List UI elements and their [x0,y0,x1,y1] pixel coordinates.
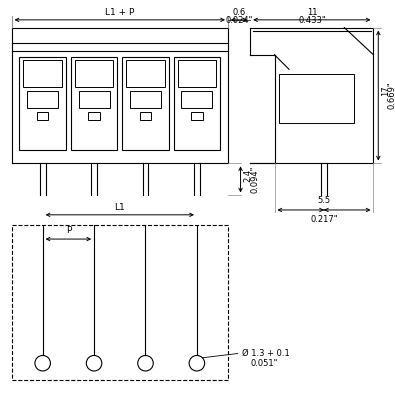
Text: 0.433": 0.433" [298,16,325,25]
Text: 2.4: 2.4 [243,169,252,182]
Text: 0.6: 0.6 [233,8,246,17]
Bar [79,91,109,108]
Text: 0.024": 0.024" [226,16,253,25]
Bar [19,57,66,150]
Bar [23,60,62,87]
Bar [27,91,58,108]
Bar [279,74,354,123]
Text: 0.669": 0.669" [388,82,395,109]
Text: 17: 17 [381,85,390,96]
Bar [191,112,203,120]
Bar [75,60,113,87]
Bar [140,112,151,120]
Text: 5.5: 5.5 [318,196,331,205]
Text: 11: 11 [307,8,317,17]
Bar [181,91,213,108]
Bar [71,57,117,150]
Text: L1 + P: L1 + P [105,8,134,17]
Bar [130,91,161,108]
Text: 0.051": 0.051" [250,359,278,368]
Bar [88,112,100,120]
Bar [122,57,169,150]
Bar [126,60,165,87]
Text: 0.094": 0.094" [250,166,259,193]
Text: Ø 1.3 + 0.1: Ø 1.3 + 0.1 [243,349,290,358]
Bar [174,57,220,150]
Text: L1: L1 [115,203,125,212]
Bar [37,112,49,120]
Text: P: P [66,226,71,235]
Text: 0.217": 0.217" [310,215,338,224]
Bar [177,60,216,87]
Bar [11,224,228,380]
